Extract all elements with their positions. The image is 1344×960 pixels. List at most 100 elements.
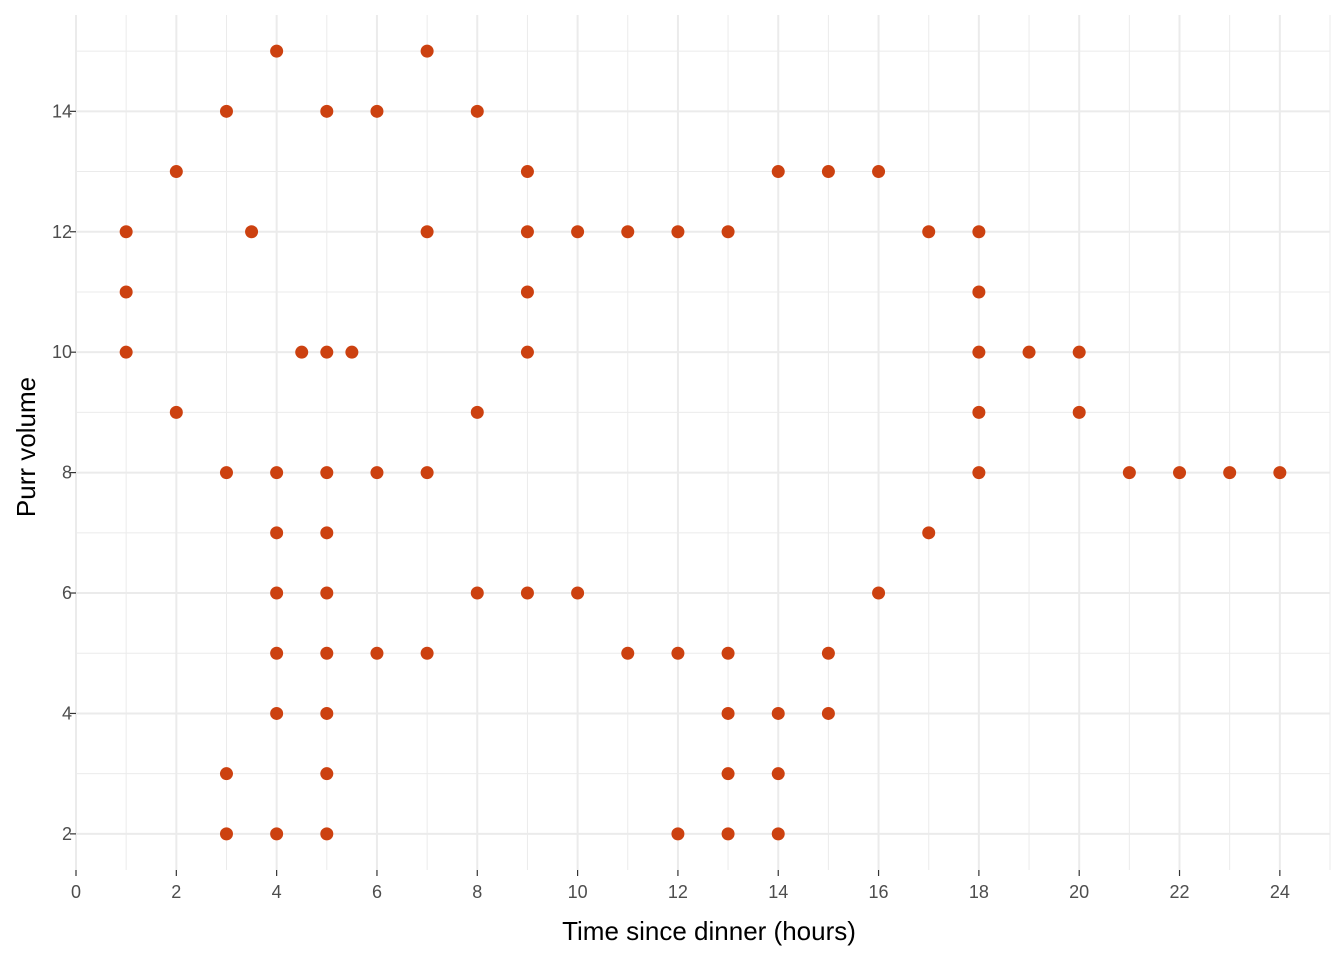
y-tick-label: 2 (62, 824, 72, 844)
data-point (520, 285, 534, 299)
x-tick-label: 22 (1170, 882, 1190, 902)
data-point (270, 706, 284, 720)
data-point (872, 165, 886, 179)
data-point (771, 706, 785, 720)
data-point (320, 646, 334, 660)
data-point (219, 827, 233, 841)
data-point (370, 466, 384, 480)
major-gridlines (75, 15, 1330, 870)
x-tick-label: 6 (372, 882, 382, 902)
data-point (320, 827, 334, 841)
data-point (922, 526, 936, 540)
x-tick-label: 24 (1270, 882, 1290, 902)
data-point (1072, 345, 1086, 359)
data-point (721, 827, 735, 841)
y-tick-label: 12 (52, 222, 72, 242)
data-point (320, 104, 334, 118)
data-point (972, 466, 986, 480)
data-point (520, 165, 534, 179)
data-point (922, 225, 936, 239)
y-axis: 2 4 6 8 10 12 14 (52, 101, 76, 844)
data-point (621, 646, 635, 660)
data-point (821, 646, 835, 660)
data-point (420, 466, 434, 480)
data-point (270, 586, 284, 600)
x-tick-label: 2 (171, 882, 181, 902)
data-point (219, 466, 233, 480)
data-point (270, 44, 284, 58)
x-tick-label: 10 (568, 882, 588, 902)
data-point (270, 827, 284, 841)
data-point (420, 225, 434, 239)
data-point (771, 767, 785, 781)
data-point (370, 646, 384, 660)
data-point (721, 767, 735, 781)
data-point (169, 405, 183, 419)
data-point (821, 165, 835, 179)
data-point (1273, 466, 1287, 480)
data-point (169, 165, 183, 179)
x-tick-label: 20 (1069, 882, 1089, 902)
data-point (771, 165, 785, 179)
data-point (219, 104, 233, 118)
data-point (320, 345, 334, 359)
data-point (1072, 405, 1086, 419)
y-tick-label: 14 (52, 101, 72, 121)
data-point (320, 706, 334, 720)
data-point (872, 586, 886, 600)
minor-gridlines (76, 15, 1331, 870)
data-points (119, 44, 1287, 841)
data-point (270, 646, 284, 660)
data-point (821, 706, 835, 720)
data-point (972, 285, 986, 299)
x-tick-label: 8 (472, 882, 482, 902)
x-tick-label: 0 (71, 882, 81, 902)
data-point (219, 767, 233, 781)
data-point (320, 466, 334, 480)
y-tick-label: 8 (62, 463, 72, 483)
data-point (470, 405, 484, 419)
data-point (119, 225, 133, 239)
data-point (621, 225, 635, 239)
x-tick-label: 16 (869, 882, 889, 902)
x-tick-label: 4 (272, 882, 282, 902)
data-point (520, 345, 534, 359)
data-point (771, 827, 785, 841)
data-point (320, 767, 334, 781)
data-point (671, 827, 685, 841)
x-axis: 0 2 4 6 8 10 12 14 16 18 20 22 24 (71, 870, 1290, 902)
data-point (270, 526, 284, 540)
data-point (470, 104, 484, 118)
data-point (972, 345, 986, 359)
data-point (520, 586, 534, 600)
data-point (1223, 466, 1237, 480)
data-point (119, 345, 133, 359)
data-point (420, 646, 434, 660)
x-tick-label: 12 (668, 882, 688, 902)
y-tick-label: 6 (62, 583, 72, 603)
data-point (520, 225, 534, 239)
data-point (345, 345, 359, 359)
data-point (245, 225, 259, 239)
data-point (420, 44, 434, 58)
data-point (571, 586, 585, 600)
data-point (119, 285, 133, 299)
data-point (1122, 466, 1136, 480)
data-point (571, 225, 585, 239)
data-point (470, 586, 484, 600)
data-point (721, 646, 735, 660)
data-point (295, 345, 309, 359)
data-point (270, 466, 284, 480)
data-point (1173, 466, 1187, 480)
x-axis-title: Time since dinner (hours) (562, 916, 856, 946)
data-point (671, 646, 685, 660)
y-tick-label: 4 (62, 703, 72, 723)
data-point (671, 225, 685, 239)
data-point (320, 586, 334, 600)
y-tick-label: 10 (52, 342, 72, 362)
data-point (370, 104, 384, 118)
data-point (721, 225, 735, 239)
x-tick-label: 14 (768, 882, 788, 902)
data-point (1022, 345, 1036, 359)
